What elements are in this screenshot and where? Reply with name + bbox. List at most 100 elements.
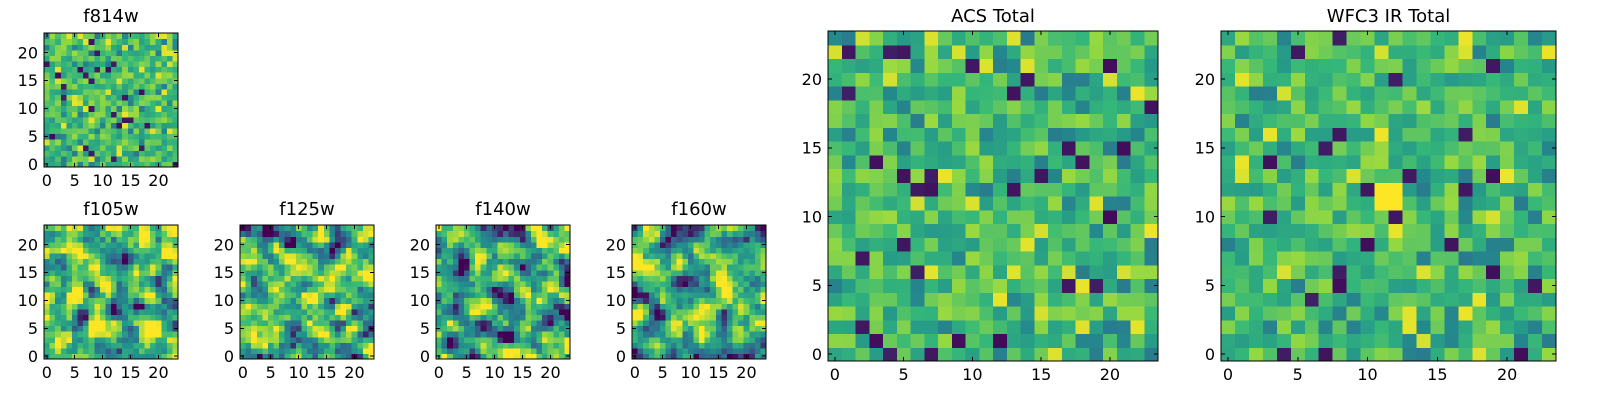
heatmap-cell [458,347,465,355]
heatmap-cell [357,269,364,276]
heatmap-cell [687,342,695,349]
heatmap-cell [558,353,566,360]
heatmap-cell [88,236,95,243]
heatmap-cell [855,319,870,335]
heatmap-cell [469,319,476,327]
heatmap-cell [127,94,134,101]
heatmap-cell [676,241,683,248]
heatmap-cell [55,347,62,355]
heatmap-cell [83,38,90,45]
heatmap-cell [447,247,454,254]
heatmap-cell [49,336,56,343]
heatmap-cell [116,241,123,248]
heatmap-cell [122,308,129,315]
heatmap-cell [60,303,67,310]
heatmap-cell [530,347,538,355]
heatmap-cell [83,331,90,338]
heatmap-cell [503,347,510,355]
heatmap-cell [469,314,476,321]
heatmap-cell [1444,182,1459,197]
heatmap-cell [357,331,364,338]
heatmap-cell [346,280,353,288]
heatmap-cell [127,105,134,112]
heatmap-cell [44,60,51,68]
heatmap-cell [307,275,314,282]
heatmap-cell [1304,196,1320,211]
heatmap-cell [1276,319,1292,335]
heatmap-cell [699,325,706,332]
heatmap-cell [1290,278,1306,293]
heatmap-cell [1061,292,1077,307]
heatmap-cell [497,308,504,315]
heatmap-cell [94,105,101,112]
heatmap-cell [150,49,157,56]
heatmap-cell [1290,99,1306,115]
heatmap-cell [665,247,672,254]
heatmap-cell [245,286,252,293]
heatmap-cell [1006,44,1022,60]
heatmap-cell [77,342,84,349]
heatmap-cell [111,264,118,271]
heatmap-cell [1103,86,1118,101]
heatmap-cell [1402,306,1418,321]
heatmap-cell [760,280,767,288]
heatmap-cell [525,241,532,248]
heatmap-cell [463,342,471,349]
heatmap-cell [1388,58,1404,73]
heatmap-cell [60,252,67,260]
heatmap-cell [436,342,443,349]
heatmap-cell [1061,58,1077,73]
heatmap-cell [66,303,73,310]
heatmap-cell [855,223,870,238]
heatmap-cell [447,258,454,265]
y-tick-label: 20 [18,43,38,62]
heatmap-cell [1089,72,1104,87]
heatmap-cell [111,94,118,101]
heatmap-cell [166,269,174,276]
heatmap-cell [503,303,510,310]
heatmap-cell [710,286,717,293]
heatmap-cell [542,303,549,310]
heatmap-cell [1304,333,1320,348]
heatmap-cell [284,336,291,343]
heatmap-cell [49,241,56,248]
heatmap-cell [749,336,756,343]
heatmap-cell [368,247,375,254]
heatmap-cell [1430,333,1445,348]
heatmap-cell [693,325,700,332]
chart-title: f160w [671,199,727,220]
heatmap-cell [760,247,767,254]
heatmap-cell [1221,182,1236,197]
heatmap-cell [334,275,342,282]
heatmap-cell [1234,113,1250,128]
heatmap-cell [60,297,67,304]
heatmap-cell [1500,278,1515,293]
heatmap-cell [172,347,179,355]
heatmap-cell [710,314,717,321]
heatmap-cell [256,336,263,343]
heatmap-cell [334,347,342,355]
heatmap-cell [71,280,79,288]
heatmap-cell [938,333,953,348]
heatmap-cell [105,303,112,310]
heatmap-cell [172,155,179,163]
heatmap-cell [1360,31,1376,46]
heatmap-cell [262,353,269,360]
heatmap-cell [632,258,639,265]
heatmap-cell [138,150,146,157]
heatmap-cell [1290,333,1306,348]
heatmap-cell [362,308,370,315]
heatmap-cell [256,319,263,327]
heatmap-cell [166,336,174,343]
heatmap-cell [704,258,711,265]
heatmap-cell [497,225,504,232]
heatmap-cell [133,336,140,343]
heatmap-cell [536,331,543,338]
heatmap-cell [88,280,95,288]
heatmap-cell [447,297,454,304]
heatmap-cell [896,264,912,280]
heatmap-cell [1020,86,1035,101]
heatmap-cell [869,333,884,348]
x-tick-label: 15 [120,171,140,190]
